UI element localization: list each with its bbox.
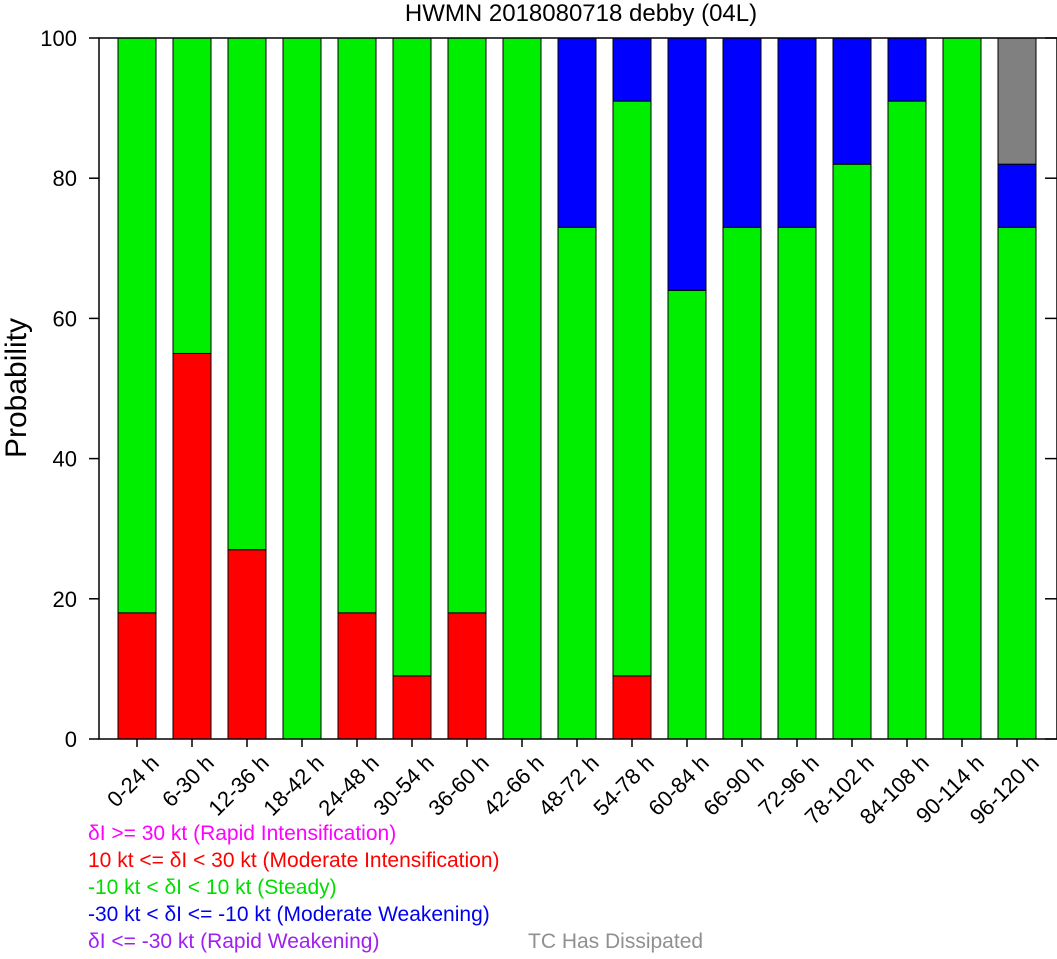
bar-mi-5	[392, 675, 432, 740]
bar-steady-11	[722, 226, 762, 740]
y-tick-label: 0	[65, 727, 77, 752]
bar-mw-13	[832, 37, 872, 165]
x-tick-label: 42-66 h	[478, 750, 548, 820]
x-tick-label: 60-84 h	[643, 750, 713, 820]
y-tick-label: 60	[53, 306, 77, 331]
x-tick-label: 30-54 h	[368, 750, 438, 820]
bar-mw-12	[777, 37, 817, 228]
bar-mw-10	[667, 37, 707, 291]
bar-steady-15	[942, 37, 982, 740]
bar-steady-2	[227, 37, 267, 551]
bar-mi-6	[447, 612, 487, 740]
y-tick-label: 40	[53, 447, 77, 472]
bar-mw-8	[557, 37, 597, 228]
y-tick-label: 20	[53, 587, 77, 612]
chart-title: HWMN 2018080718 debby (04L)	[405, 0, 757, 27]
bar-steady-13	[832, 163, 872, 740]
legend-rapid-intensification: δI >= 30 kt (Rapid Intensification)	[88, 822, 397, 845]
bar-steady-16	[997, 226, 1037, 740]
x-tick-label: 18-42 h	[258, 750, 328, 820]
bar-mw-9	[612, 37, 652, 102]
legend-moderate-intensification: 10 kt <= δI < 30 kt (Moderate Intensific…	[88, 849, 500, 872]
bar-steady-0	[117, 37, 157, 614]
bar-mi-2	[227, 549, 267, 740]
x-tick-label: 12-36 h	[203, 750, 273, 820]
bars-group	[117, 37, 1037, 740]
bar-steady-8	[557, 226, 597, 740]
bar-mi-1	[172, 352, 212, 740]
x-tick-label: 54-78 h	[588, 750, 658, 820]
bar-mi-9	[612, 675, 652, 740]
bar-steady-9	[612, 100, 652, 677]
x-tick-label: 66-90 h	[698, 750, 768, 820]
bar-mi-0	[117, 612, 157, 740]
x-tick-label: 36-60 h	[423, 750, 493, 820]
bar-steady-5	[392, 37, 432, 677]
bar-mw-14	[887, 37, 927, 102]
bar-dissipated-16	[997, 37, 1037, 165]
x-tick-label: 24-48 h	[313, 750, 383, 820]
y-tick-label: 80	[53, 166, 77, 191]
bar-steady-7	[502, 37, 542, 740]
bar-steady-10	[667, 289, 707, 740]
x-tick-label: 0-24 h	[102, 750, 164, 812]
bar-steady-12	[777, 226, 817, 740]
legend-steady: -10 kt < δI < 10 kt (Steady)	[88, 876, 337, 899]
legend-rapid-weakening: δI <= -30 kt (Rapid Weakening)	[88, 930, 380, 953]
x-tick-label: 48-72 h	[533, 750, 603, 820]
plot-frame	[98, 37, 1057, 740]
bar-mi-4	[337, 612, 377, 740]
bar-steady-14	[887, 100, 927, 740]
y-axis-label: Probability	[0, 318, 33, 458]
bar-mw-16	[997, 163, 1037, 228]
bar-mw-11	[722, 37, 762, 228]
bar-steady-3	[282, 37, 322, 740]
bar-steady-6	[447, 37, 487, 614]
bar-steady-1	[172, 37, 212, 354]
legend-moderate-weakening: -30 kt < δI <= -10 kt (Moderate Weakenin…	[88, 903, 490, 926]
y-tick-label: 100	[40, 26, 77, 51]
bar-steady-4	[337, 37, 377, 614]
legend-dissipated: TC Has Dissipated	[528, 930, 704, 953]
